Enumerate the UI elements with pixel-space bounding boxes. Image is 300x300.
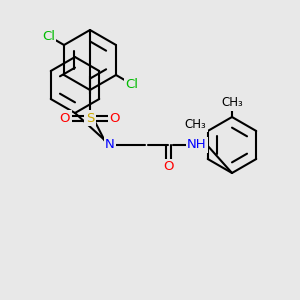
Text: O: O bbox=[110, 112, 120, 124]
Text: CH₃: CH₃ bbox=[221, 97, 243, 110]
Text: Cl: Cl bbox=[42, 29, 55, 43]
Text: N: N bbox=[105, 139, 115, 152]
Text: Cl: Cl bbox=[125, 77, 138, 91]
Text: O: O bbox=[163, 160, 173, 173]
Text: CH₃: CH₃ bbox=[185, 118, 206, 130]
Text: S: S bbox=[86, 112, 94, 124]
Text: NH: NH bbox=[187, 139, 207, 152]
Text: O: O bbox=[60, 112, 70, 124]
